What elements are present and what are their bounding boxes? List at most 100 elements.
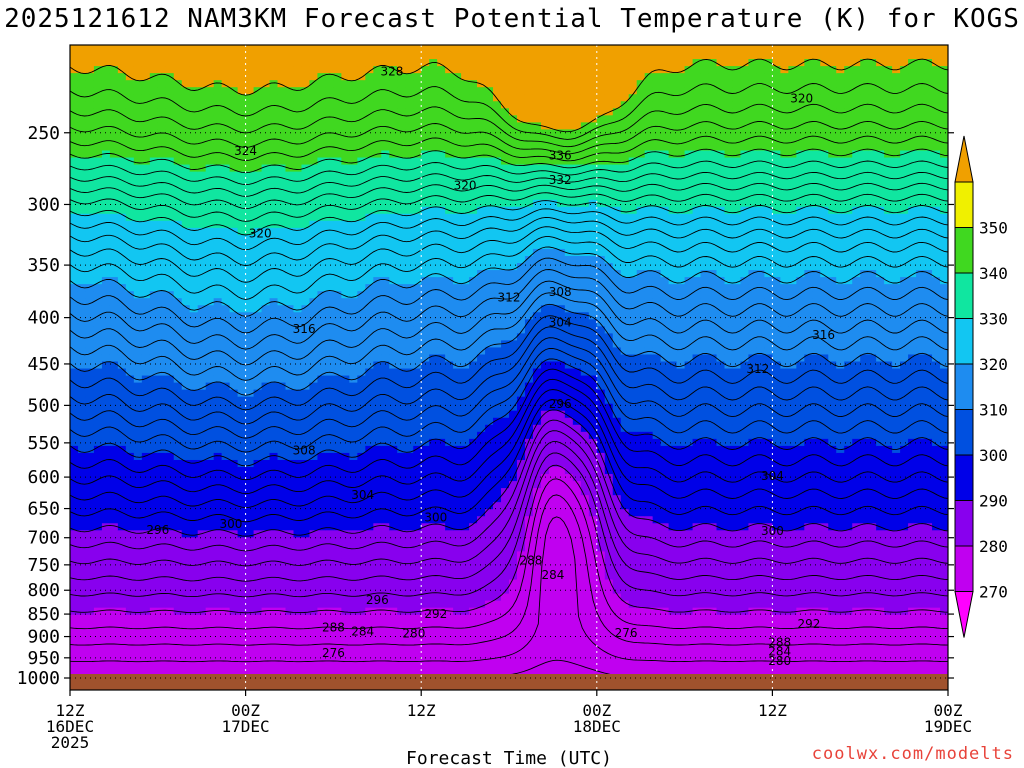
field-cell <box>333 80 342 88</box>
field-cell <box>469 199 478 208</box>
field-cell <box>357 298 366 306</box>
field-cell <box>269 438 279 447</box>
field-cell <box>189 495 199 503</box>
field-cell <box>357 263 366 271</box>
field-cell <box>501 94 510 102</box>
field-cell <box>509 368 518 377</box>
field-cell <box>229 537 239 545</box>
field-cell <box>125 495 135 503</box>
field-cell <box>101 382 111 391</box>
field-cell <box>357 431 366 440</box>
field-cell <box>469 122 478 130</box>
field-cell <box>277 354 287 363</box>
field-cell <box>357 474 366 482</box>
field-cell <box>365 572 374 581</box>
field-cell <box>205 649 215 658</box>
field-cell <box>397 80 406 88</box>
field-cell <box>413 586 422 595</box>
field-cell <box>285 101 295 109</box>
field-cell <box>165 185 175 194</box>
field-cell <box>285 445 295 454</box>
field-cell <box>477 129 486 138</box>
field-cell <box>77 635 87 644</box>
field-cell <box>461 614 470 623</box>
field-cell <box>221 600 231 609</box>
field-cell <box>453 375 462 384</box>
field-cell <box>301 621 311 630</box>
field-cell <box>405 206 414 215</box>
field-cell <box>357 164 366 173</box>
field-cell <box>421 319 430 327</box>
field-cell <box>189 340 199 349</box>
field-cell <box>213 382 223 391</box>
field-cell <box>477 628 486 637</box>
field-cell <box>245 642 255 651</box>
field-cell <box>365 523 374 531</box>
field-cell <box>349 523 358 531</box>
field-cell <box>301 178 311 187</box>
field-cell <box>285 488 295 496</box>
field-cell <box>381 277 390 285</box>
field-cell <box>301 600 311 609</box>
field-cell <box>437 108 446 116</box>
field-cell <box>189 509 199 517</box>
field-cell <box>173 248 183 257</box>
field-cell <box>365 410 374 419</box>
field-cell <box>349 467 358 475</box>
field-cell <box>269 600 279 609</box>
field-cell <box>117 115 127 123</box>
field-cell <box>269 256 279 264</box>
field-cell <box>509 213 518 222</box>
field-cell <box>349 600 358 609</box>
field-cell <box>157 101 167 109</box>
field-cell <box>293 80 303 88</box>
field-cell <box>221 516 231 524</box>
field-cell <box>269 389 279 398</box>
field-cell <box>70 256 79 264</box>
field-cell <box>309 227 319 236</box>
field-cell <box>493 241 502 250</box>
field-cell <box>149 586 159 595</box>
field-cell <box>301 614 311 623</box>
field-cell <box>285 115 295 123</box>
field-cell <box>445 445 454 454</box>
field-cell <box>333 614 342 623</box>
field-cell <box>197 467 207 475</box>
field-cell <box>93 600 103 609</box>
field-cell <box>261 642 271 651</box>
field-cell <box>125 263 135 271</box>
field-cell <box>333 284 342 292</box>
field-cell <box>205 530 215 538</box>
field-cell <box>70 509 79 517</box>
field-cell <box>117 368 127 377</box>
field-cell <box>70 389 79 398</box>
field-cell <box>373 227 382 236</box>
field-cell <box>133 256 143 264</box>
field-cell <box>173 52 183 60</box>
field-cell <box>469 459 478 468</box>
field-cell <box>181 291 191 299</box>
field-cell <box>269 565 279 574</box>
field-cell <box>509 101 518 109</box>
field-cell <box>197 122 207 130</box>
field-cell <box>293 403 303 412</box>
field-cell <box>277 52 287 60</box>
field-cell <box>365 424 374 433</box>
field-cell <box>501 340 510 349</box>
field-cell <box>70 136 79 145</box>
field-cell <box>301 270 311 278</box>
field-cell <box>261 270 271 278</box>
field-cell <box>389 375 398 384</box>
field-cell <box>461 150 470 159</box>
field-cell <box>469 192 478 201</box>
field-cell <box>181 277 191 285</box>
field-cell <box>317 305 327 313</box>
field-cell <box>397 143 406 152</box>
field-cell <box>269 277 279 285</box>
field-cell <box>317 438 327 447</box>
field-cell <box>373 284 382 292</box>
field-cell <box>429 474 438 482</box>
field-cell <box>109 445 119 454</box>
field-cell <box>413 305 422 313</box>
field-cell <box>325 509 334 517</box>
